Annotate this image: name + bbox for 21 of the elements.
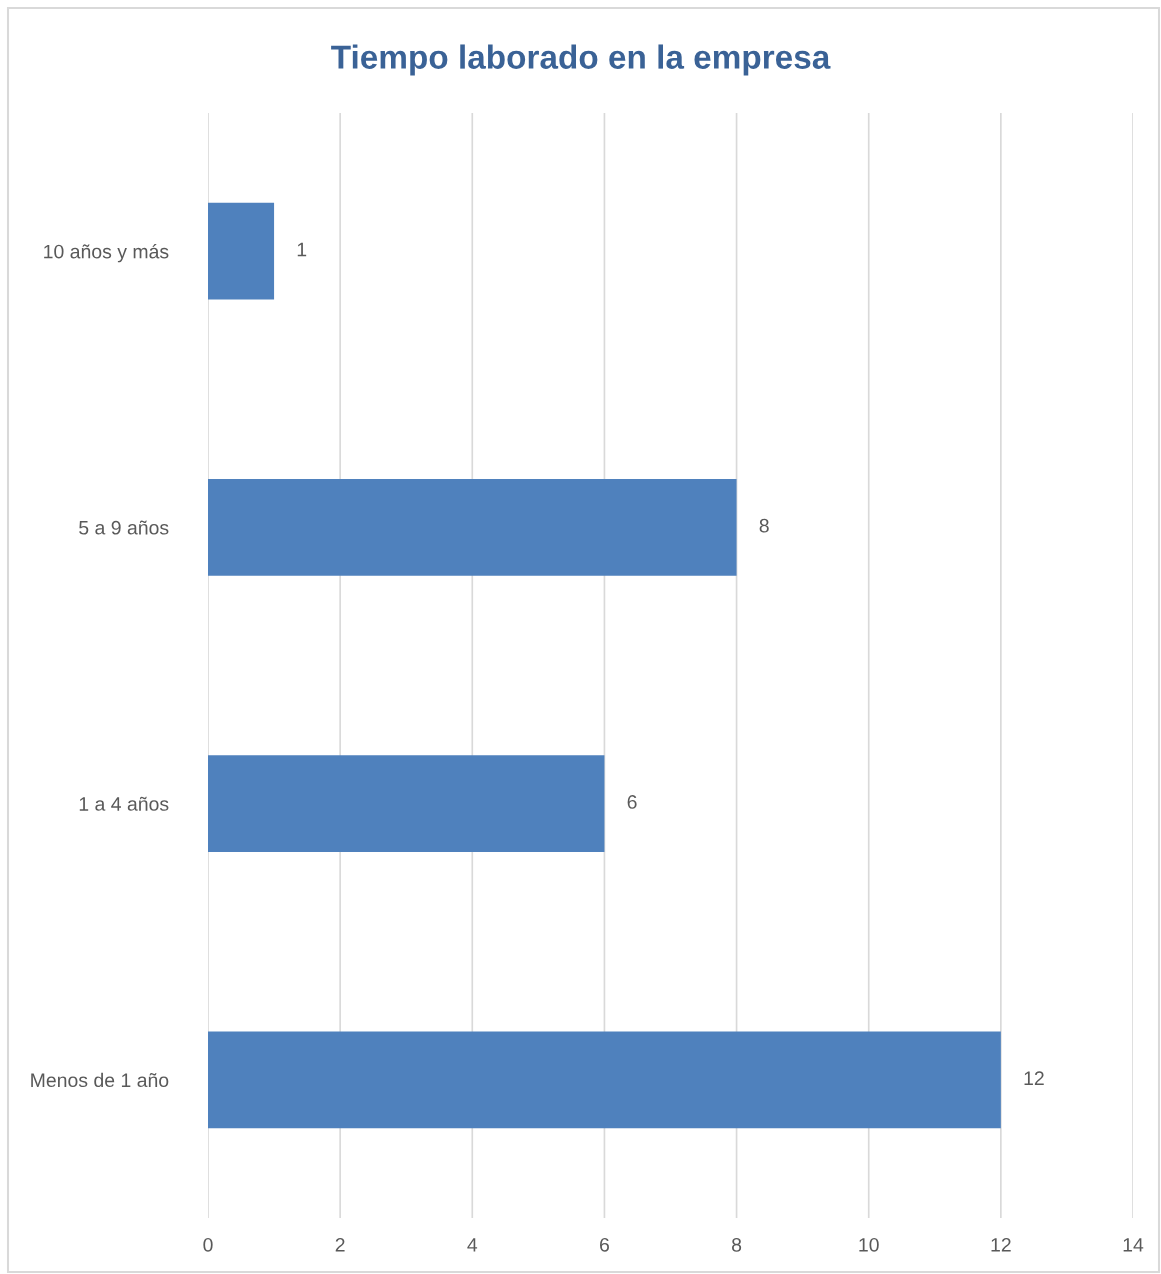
- bar: [208, 1031, 1001, 1129]
- y-tick-label: 10 años y más: [44, 243, 169, 263]
- y-tick-label: 1 a 4 años: [79, 796, 169, 811]
- x-tick-label: 12: [991, 1237, 1011, 1252]
- data-label: 8: [759, 518, 769, 533]
- chart-title: Tiempo laborado en la empresa: [331, 44, 831, 76]
- y-tick-label: Menos de 1 año: [31, 1072, 169, 1088]
- x-tick-label: 6: [600, 1237, 609, 1252]
- y-tick-label: 5 a 9 años: [79, 520, 169, 535]
- x-tick-label: 2: [335, 1237, 345, 1252]
- bar: [208, 755, 605, 852]
- x-tick-label: 4: [467, 1238, 478, 1252]
- x-tick-label: 14: [1123, 1238, 1144, 1252]
- data-label: 12: [1024, 1071, 1044, 1085]
- data-label: 1: [297, 242, 307, 257]
- bar: [208, 202, 275, 300]
- x-tick-label: 10: [859, 1237, 879, 1252]
- x-tick-label: 0: [203, 1237, 213, 1252]
- bar: [208, 479, 737, 576]
- data-label: 6: [627, 795, 637, 809]
- x-tick-label: 8: [732, 1237, 742, 1252]
